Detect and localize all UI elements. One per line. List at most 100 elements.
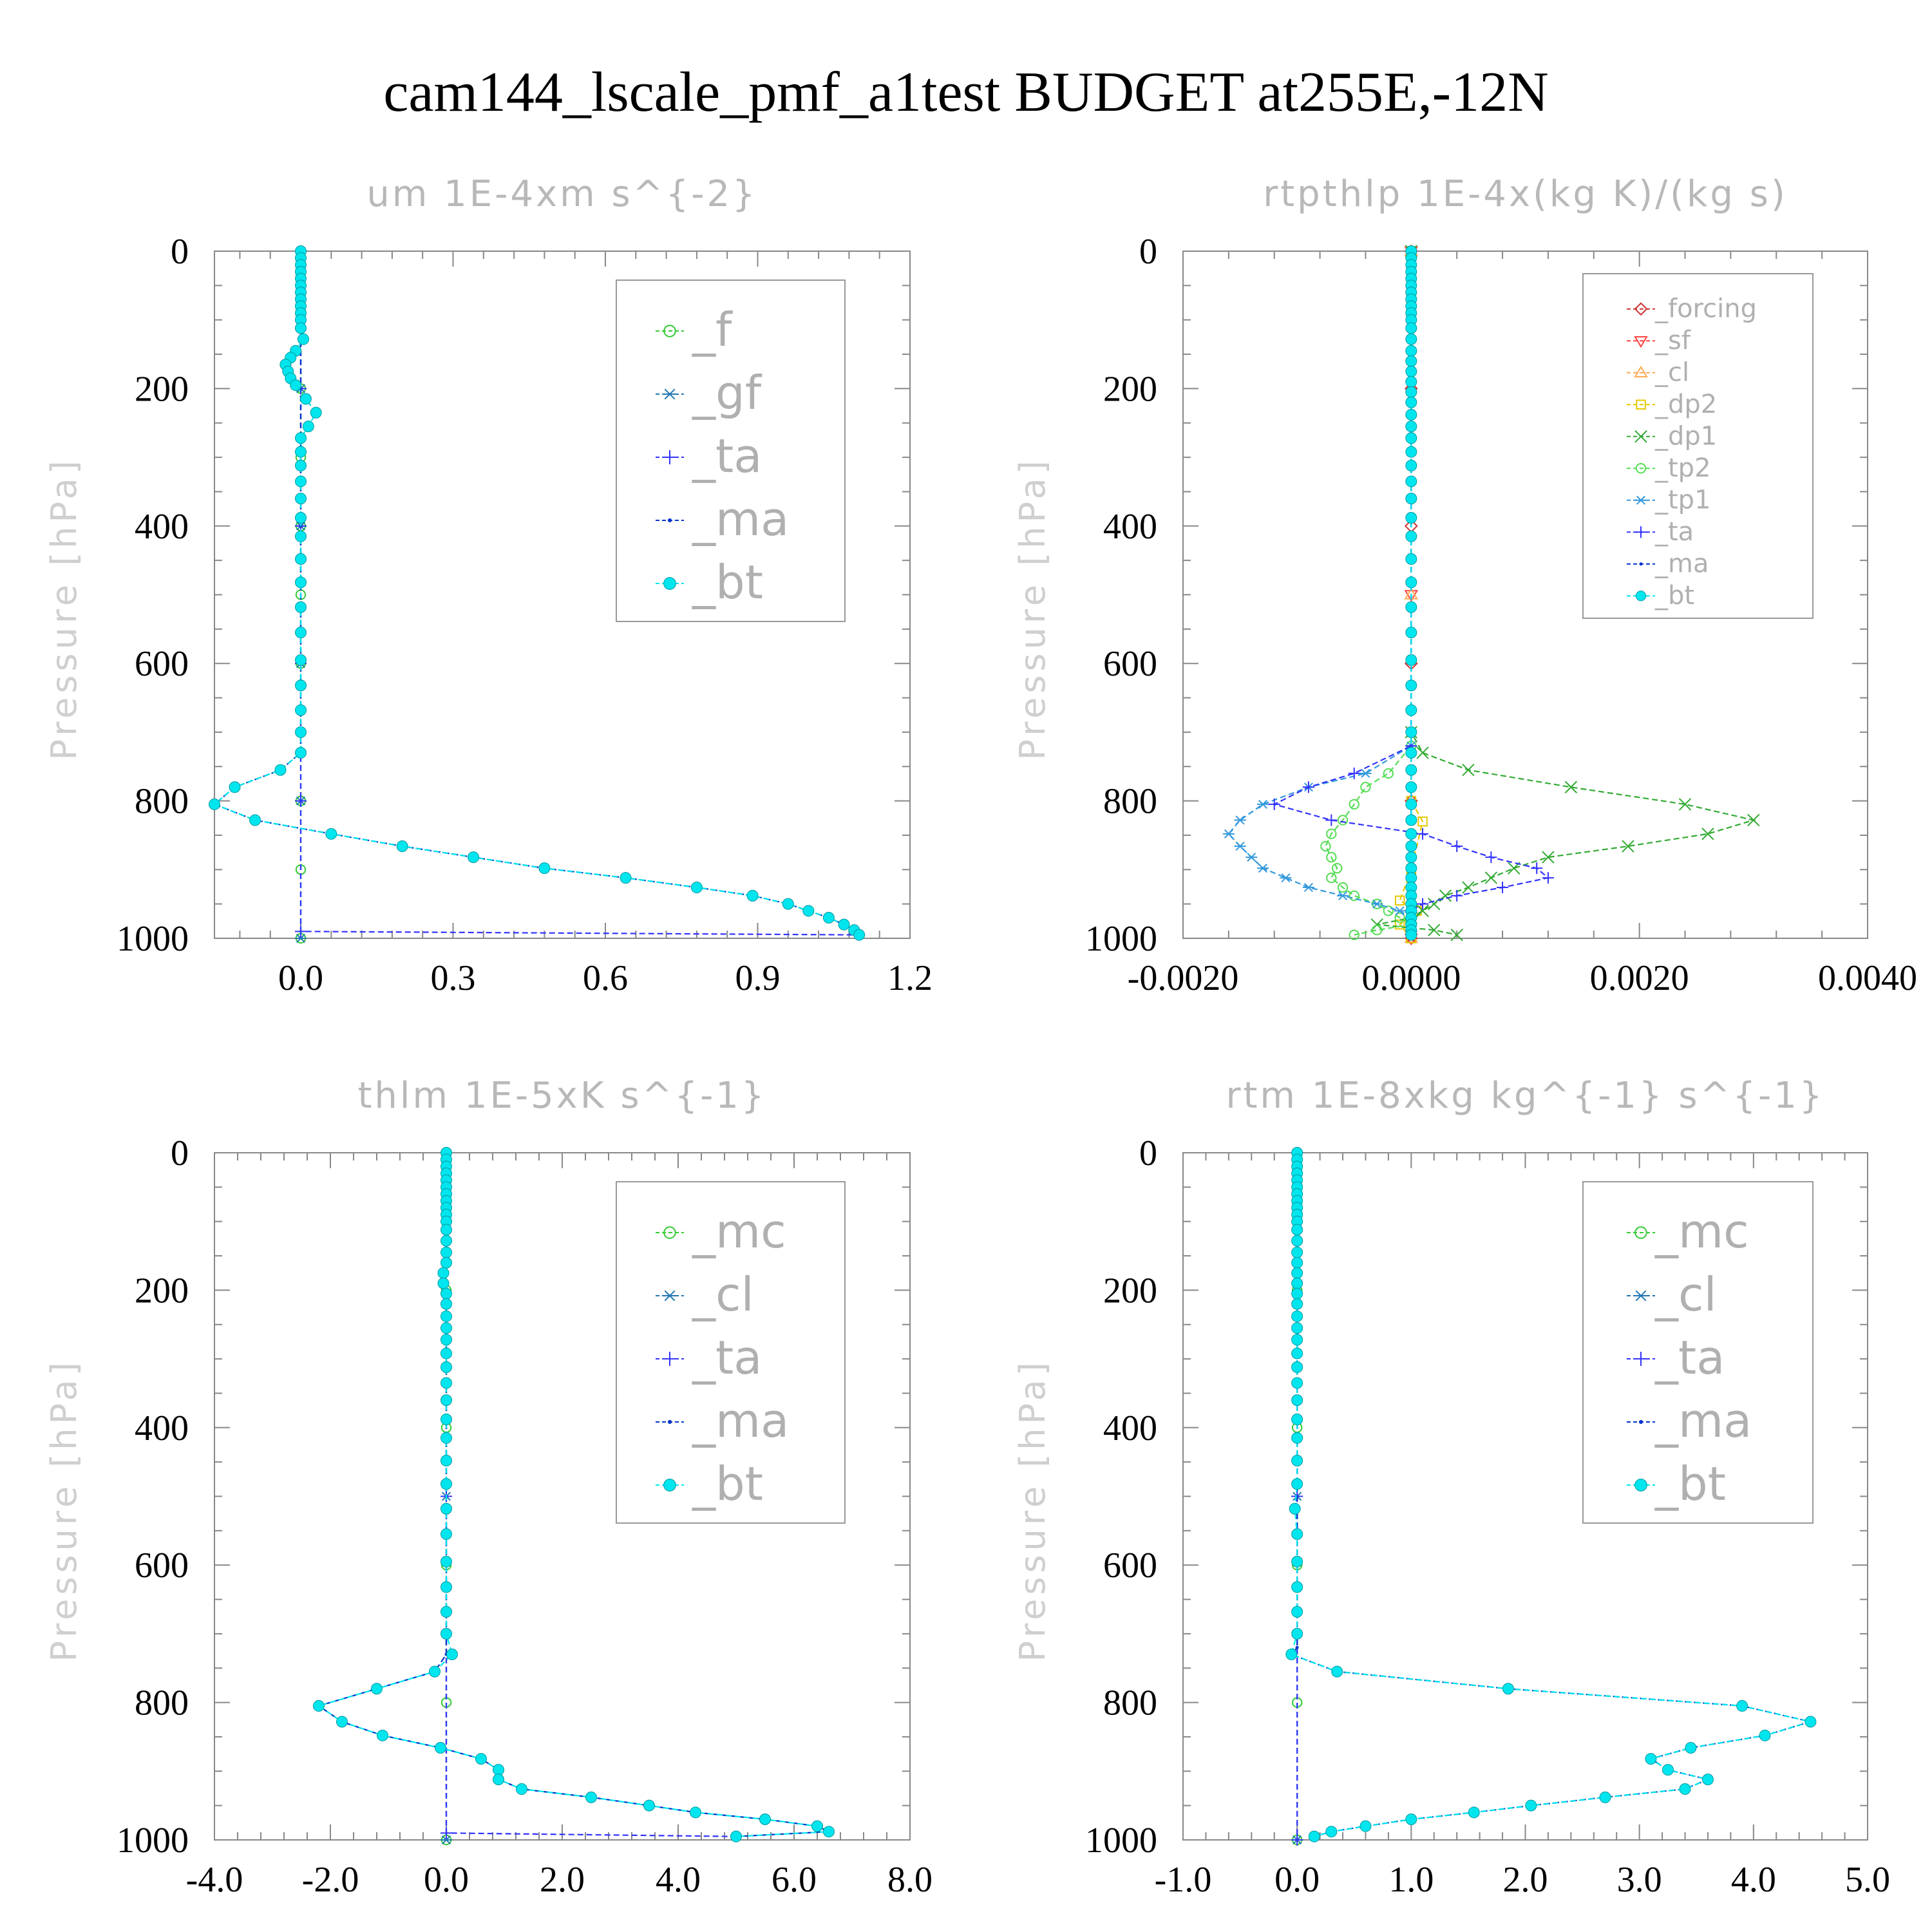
x-tick-label: 0.9 — [735, 958, 781, 998]
data-point — [1337, 815, 1349, 826]
data-point — [371, 1683, 383, 1695]
data-point — [1462, 881, 1475, 894]
y-tick-label: 400 — [1103, 1408, 1157, 1448]
legend-label: _tp2 — [1654, 453, 1711, 483]
data-point — [1405, 726, 1417, 738]
y-tick-label: 200 — [135, 1271, 189, 1311]
data-point — [1405, 764, 1417, 776]
data-point — [1359, 1820, 1372, 1832]
panel-title: rtm 1E-8xkg kg^{-1} s^{-1} — [1226, 1075, 1824, 1117]
data-point — [1291, 1432, 1303, 1444]
data-point — [1405, 493, 1417, 505]
data-point — [493, 1774, 504, 1786]
data-point — [620, 872, 632, 884]
data-point — [1337, 882, 1349, 893]
data-point — [468, 851, 480, 864]
data-point — [435, 1742, 446, 1754]
data-point — [295, 795, 307, 807]
x-tick-label: -2.0 — [302, 1860, 359, 1900]
data-point — [1289, 1502, 1301, 1515]
data-point — [440, 1377, 452, 1389]
legend-label: _bt — [692, 555, 763, 609]
series-line — [1376, 251, 1757, 936]
y-tick-label: 0 — [1139, 232, 1157, 272]
series-line — [299, 251, 860, 936]
panel-title: thlm 1E-5xK s^{-1} — [357, 1075, 766, 1117]
data-point — [1405, 679, 1417, 692]
y-tick-label: 400 — [135, 507, 189, 547]
x-tick-label: 2.0 — [540, 1860, 585, 1900]
data-point — [295, 475, 307, 488]
data-point — [1268, 798, 1280, 810]
data-point — [1525, 1799, 1537, 1812]
data-point — [1349, 799, 1359, 810]
legend-label: _sf — [1654, 326, 1691, 355]
data-point — [1291, 1246, 1303, 1258]
data-point — [853, 929, 866, 941]
data-point — [440, 1394, 452, 1406]
legend-label: _forcing — [1654, 294, 1757, 324]
data-point — [1291, 1555, 1303, 1567]
data-point — [1394, 906, 1406, 916]
y-tick-label: 1000 — [117, 919, 189, 959]
legend-label: _ta — [692, 1331, 762, 1385]
data-point — [209, 798, 220, 810]
plot-frame — [214, 1152, 911, 1841]
data-point — [1337, 891, 1349, 900]
data-point — [1405, 704, 1417, 716]
legend-marker — [1639, 562, 1643, 566]
legend-box — [1582, 273, 1814, 619]
data-point — [1331, 1665, 1343, 1678]
data-point — [1542, 872, 1554, 884]
data-point — [1759, 1729, 1771, 1741]
data-point — [1678, 798, 1692, 811]
data-point — [295, 530, 307, 542]
data-point — [440, 1455, 452, 1467]
data-point — [1804, 1716, 1817, 1728]
data-point — [1662, 1764, 1674, 1776]
data-point — [295, 704, 307, 716]
data-point — [440, 1528, 452, 1540]
chart-panel-bottom-right: rtm 1E-8xkg kg^{-1} s^{-1} Pressure [hPa]… — [1012, 1075, 1890, 1900]
legend-marker — [1635, 526, 1647, 538]
data-point — [1405, 365, 1417, 377]
data-point — [690, 1806, 701, 1819]
legend-label: _bt — [1654, 1457, 1726, 1511]
plot-area — [1222, 244, 1760, 945]
y-tick-label: 1000 — [1085, 919, 1157, 959]
data-point — [1531, 862, 1543, 875]
legend-label: _ma — [692, 492, 789, 546]
data-point — [429, 1665, 440, 1678]
data-point — [1405, 1813, 1417, 1825]
legend-marker — [1634, 336, 1648, 348]
data-point — [295, 432, 307, 444]
data-point — [1320, 840, 1331, 852]
data-point — [440, 1224, 452, 1236]
data-point — [1302, 883, 1314, 893]
legend-label: _ma — [1654, 1394, 1752, 1448]
data-point — [437, 1277, 450, 1289]
x-tick-label: 0.0040 — [1818, 958, 1917, 998]
data-point — [440, 1581, 452, 1593]
x-tick-label: 8.0 — [887, 1860, 933, 1900]
data-point — [1405, 459, 1417, 471]
data-point — [295, 511, 307, 524]
data-point — [1291, 1277, 1303, 1289]
legend: _mc _cl _ta _ma _bt — [1582, 1181, 1814, 1524]
legend-box — [1582, 1181, 1814, 1524]
x-tick-label: -1.0 — [1155, 1860, 1212, 1900]
series-tp2 — [1320, 245, 1417, 940]
data-point — [440, 1322, 452, 1334]
data-point — [838, 918, 850, 931]
y-tick-label: 800 — [135, 1683, 189, 1723]
data-point — [730, 1830, 742, 1842]
data-point — [295, 654, 307, 666]
data-point — [1326, 828, 1337, 840]
data-point — [1405, 386, 1417, 398]
data-point — [1291, 1528, 1303, 1540]
data-point — [475, 1753, 487, 1765]
data-point — [1405, 355, 1417, 367]
data-point — [1405, 432, 1417, 444]
legend-label: _f — [692, 303, 733, 357]
data-point — [1599, 1791, 1611, 1803]
